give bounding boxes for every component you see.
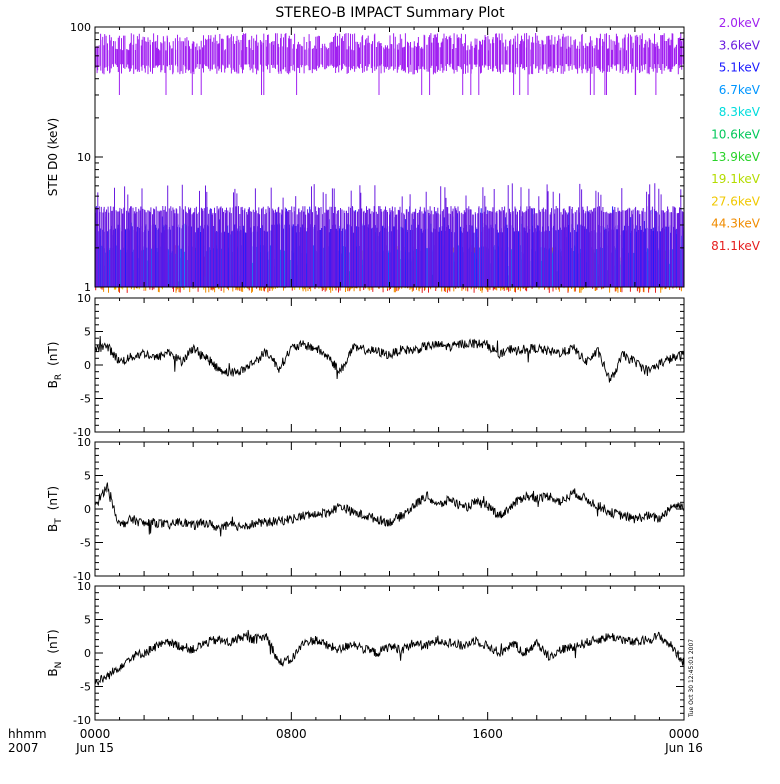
ste-d0-spikes-3.6keV bbox=[95, 183, 684, 287]
bt-panel: -10 -5 0 5 10 BT (nT) bbox=[46, 436, 685, 583]
time-tick-hhmm: 0800 bbox=[276, 727, 307, 741]
legend-item-13.9keV: 13.9keV bbox=[711, 150, 761, 164]
legend-item-44.3keV: 44.3keV bbox=[711, 217, 761, 231]
br-ylabel: BR (nT) bbox=[46, 342, 64, 389]
bt-frame bbox=[94, 441, 685, 577]
br-frame bbox=[94, 297, 685, 433]
bt-ylabel: BT (nT) bbox=[46, 486, 64, 532]
chart-title: STEREO-B IMPACT Summary Plot bbox=[275, 5, 505, 21]
bn-tick-label: -10 bbox=[73, 714, 91, 727]
energy-legend: 2.0keV 3.6keV 5.1keV 6.7keV 8.3keV 10.6keV 13.… bbox=[711, 16, 761, 253]
legend-item-3.6keV: 3.6keV bbox=[719, 38, 761, 52]
ste-d0-spikes-2.0keV bbox=[95, 33, 684, 95]
bt-tick-label: 5 bbox=[84, 470, 91, 483]
time-axis-row1-label: hhmm bbox=[8, 727, 47, 741]
time-tick-hhmm: 1600 bbox=[472, 727, 503, 741]
ste-d0-series-3.6keV bbox=[95, 183, 684, 287]
br-tick-label: 0 bbox=[84, 359, 91, 372]
ste-d0-ticks: 1 10 100 bbox=[70, 21, 685, 294]
ste-d0-tick-label: 1 bbox=[84, 281, 91, 294]
legend-item-19.1keV: 19.1keV bbox=[711, 172, 761, 186]
br-tick-label: 5 bbox=[84, 326, 91, 339]
br-tick-label: -10 bbox=[73, 426, 91, 439]
br-ylabel-unit: (nT) bbox=[46, 342, 60, 366]
legend-item-2.0keV: 2.0keV bbox=[719, 16, 761, 30]
bn-ticks: -10 -5 0 5 10 bbox=[73, 580, 685, 727]
bn-ylabel-main: B bbox=[46, 668, 60, 676]
bn-panel: -10 -5 0 5 10 BN (nT) bbox=[46, 580, 685, 727]
legend-item-10.6keV: 10.6keV bbox=[711, 128, 761, 142]
br-series-group bbox=[94, 335, 685, 383]
bn-tick-label: -5 bbox=[80, 681, 91, 694]
legend-item-6.7keV: 6.7keV bbox=[719, 83, 761, 97]
bn-ylabel-unit: (nT) bbox=[46, 629, 60, 653]
bn-series-line bbox=[94, 629, 685, 686]
br-series-line bbox=[94, 335, 685, 383]
bt-ticks: -10 -5 0 5 10 bbox=[73, 436, 685, 583]
time-tick-date: Jun 15 bbox=[75, 741, 114, 755]
bn-tick-label: 5 bbox=[84, 614, 91, 627]
bn-tick-label: 0 bbox=[84, 647, 91, 660]
bn-ylabel-sub: N bbox=[54, 662, 64, 669]
ste-d0-tick-label: 10 bbox=[77, 151, 91, 164]
ste-d0-ylabel: STE D0 (keV) bbox=[46, 118, 60, 197]
legend-item-81.1keV: 81.1keV bbox=[711, 239, 761, 253]
br-tick-label: -5 bbox=[80, 393, 91, 406]
bt-series-line bbox=[94, 482, 685, 537]
legend-item-8.3keV: 8.3keV bbox=[719, 105, 761, 119]
bt-tick-label: -10 bbox=[73, 570, 91, 583]
bt-tick-label: -5 bbox=[80, 537, 91, 550]
bt-tick-label: 0 bbox=[84, 503, 91, 516]
generation-timestamp: Tue Oct 30 12:45:01 2007 bbox=[688, 639, 695, 718]
ste-d0-tick-label: 100 bbox=[70, 21, 91, 34]
br-tick-label: 10 bbox=[77, 292, 91, 305]
bn-ylabel: BN (nT) bbox=[46, 629, 64, 676]
bn-series-group bbox=[94, 629, 685, 686]
br-ylabel-sub: R bbox=[54, 374, 64, 380]
bt-tick-label: 10 bbox=[77, 436, 91, 449]
bn-frame bbox=[94, 585, 685, 721]
br-ylabel-main: B bbox=[46, 380, 60, 388]
ste-d0-series-group bbox=[94, 33, 685, 293]
bn-tick-label: 10 bbox=[77, 580, 91, 593]
time-axis-row2-label: 2007 bbox=[8, 741, 39, 755]
time-tick-hhmm: 0000 bbox=[669, 727, 700, 741]
br-panel: -10 -5 0 5 10 BR (nT) bbox=[46, 292, 685, 439]
bt-ylabel-unit: (nT) bbox=[46, 486, 60, 510]
ste-d0-panel: 1 10 100 STE D0 (keV) 2.0keV 3.6keV 5.1keV 6.… bbox=[46, 16, 761, 294]
ste-d0-series-2.0keV bbox=[95, 33, 684, 95]
bt-series-group bbox=[94, 482, 685, 537]
legend-item-5.1keV: 5.1keV bbox=[719, 61, 761, 75]
time-tick-date: Jun 16 bbox=[664, 741, 703, 755]
legend-item-27.6keV: 27.6keV bbox=[711, 194, 761, 208]
time-tick-hhmm: 0000 bbox=[80, 727, 111, 741]
br-ticks: -10 -5 0 5 10 bbox=[73, 292, 685, 439]
bt-ylabel-main: B bbox=[46, 524, 60, 532]
bt-ylabel-sub: T bbox=[54, 518, 64, 525]
